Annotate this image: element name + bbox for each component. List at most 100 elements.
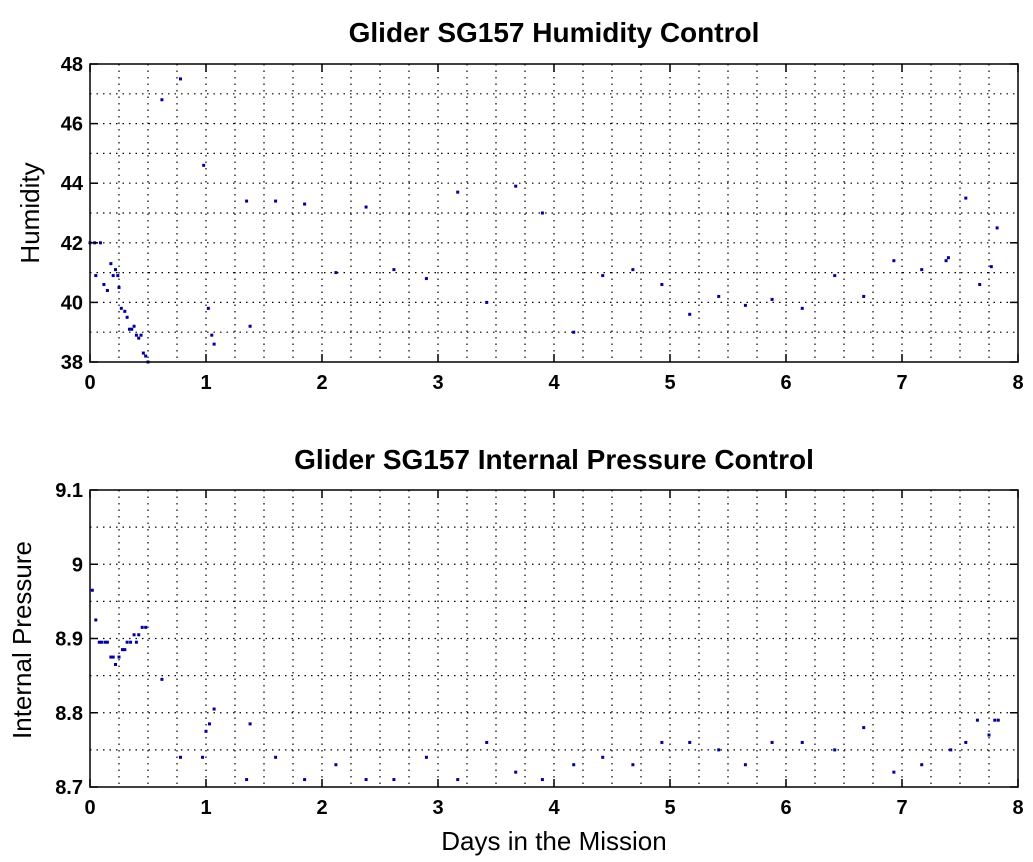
- x-tick-label: 3: [432, 372, 443, 394]
- data-point: [862, 294, 866, 298]
- y-tick-label: 8.8: [55, 703, 83, 725]
- y-tick-label: 8.7: [55, 777, 83, 799]
- data-point: [833, 748, 837, 752]
- data-point: [485, 300, 489, 304]
- data-point: [964, 196, 968, 200]
- data-point: [160, 98, 164, 102]
- grid: [90, 490, 1018, 787]
- data-point: [303, 202, 307, 206]
- y-tick-label: 48: [61, 54, 83, 76]
- axis-ticks: 0 1 2 3 4 5 6 7 8 8.7 8.8 8.9 9 9.1: [55, 480, 1023, 819]
- x-tick-label: 6: [780, 372, 791, 394]
- data-point: [978, 283, 982, 287]
- data-points: [90, 588, 1000, 782]
- data-point: [134, 333, 138, 337]
- data-point: [210, 333, 214, 337]
- y-tick-label: 46: [61, 114, 83, 136]
- data-point: [892, 259, 896, 263]
- data-point: [207, 722, 211, 726]
- data-point: [862, 726, 866, 730]
- data-point: [770, 297, 774, 301]
- data-point: [995, 226, 999, 230]
- data-point: [114, 662, 118, 666]
- y-axis-label: Internal Pressure: [7, 541, 37, 739]
- data-point: [975, 718, 979, 722]
- data-point: [274, 755, 278, 759]
- y-tick-label: 38: [61, 352, 83, 374]
- x-tick-label: 4: [548, 372, 560, 394]
- x-tick-label: 7: [896, 372, 907, 394]
- data-point: [117, 286, 121, 289]
- data-point: [245, 778, 249, 782]
- data-point: [103, 640, 107, 644]
- data-point: [717, 294, 721, 298]
- data-point: [132, 633, 136, 637]
- data-point: [116, 274, 120, 278]
- data-point: [248, 722, 252, 726]
- data-point: [364, 778, 368, 782]
- data-point: [127, 327, 131, 331]
- data-point: [743, 303, 747, 307]
- data-point: [660, 283, 664, 287]
- data-point: [334, 763, 338, 767]
- data-point: [94, 618, 98, 622]
- data-point: [105, 640, 109, 644]
- x-tick-label: 8: [1012, 372, 1023, 394]
- data-point: [98, 241, 102, 245]
- x-tick-label: 2: [316, 797, 327, 819]
- data-point: [601, 274, 605, 278]
- data-point: [334, 271, 338, 275]
- humidity-chart: Glider SG157 Humidity Control Humidity 0…: [15, 17, 1024, 394]
- data-point: [206, 306, 210, 310]
- data-point: [993, 718, 997, 722]
- data-point: [125, 640, 129, 644]
- x-tick-label: 0: [84, 372, 95, 394]
- grid: [90, 64, 1018, 362]
- data-point: [144, 354, 148, 358]
- data-point: [688, 312, 692, 316]
- data-point: [717, 748, 721, 752]
- data-point: [920, 268, 924, 272]
- data-point: [90, 588, 94, 592]
- y-axis-label: Humidity: [15, 162, 45, 263]
- data-point: [989, 265, 993, 269]
- y-tick-label: 40: [61, 292, 83, 314]
- data-point: [946, 256, 950, 260]
- data-point: [987, 733, 991, 737]
- data-point: [456, 190, 460, 194]
- data-point: [94, 274, 98, 278]
- data-point: [123, 648, 127, 652]
- data-point: [743, 763, 747, 767]
- data-point: [631, 268, 635, 272]
- data-point: [125, 315, 129, 319]
- data-point: [274, 199, 278, 203]
- data-point: [833, 274, 837, 278]
- data-point: [119, 306, 123, 310]
- x-tick-label: 5: [664, 372, 675, 394]
- data-point: [944, 259, 948, 263]
- data-point: [601, 755, 605, 759]
- data-point: [248, 324, 252, 328]
- data-point: [364, 205, 368, 209]
- data-point: [456, 778, 460, 782]
- x-tick-label: 3: [432, 797, 443, 819]
- data-point: [97, 640, 101, 644]
- chart-title: Glider SG157 Internal Pressure Control: [294, 444, 814, 475]
- axis-ticks: 0 1 2 3 4 5 6 7 8 38 40 42 44 46 48: [61, 54, 1024, 394]
- data-point: [572, 330, 576, 334]
- data-point: [514, 184, 518, 188]
- data-point: [631, 763, 635, 767]
- data-point: [424, 277, 428, 281]
- x-tick-label: 0: [84, 797, 95, 819]
- data-point: [892, 770, 896, 774]
- data-point: [920, 763, 924, 767]
- x-tick-label: 8: [1012, 797, 1023, 819]
- x-tick-label: 7: [896, 797, 907, 819]
- plot-frame: [89, 489, 1019, 788]
- data-point: [132, 324, 136, 328]
- x-tick-label: 4: [548, 797, 560, 819]
- y-tick-label: 44: [61, 173, 84, 195]
- data-point: [800, 306, 804, 310]
- data-point: [134, 640, 138, 644]
